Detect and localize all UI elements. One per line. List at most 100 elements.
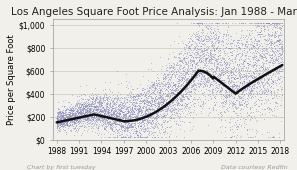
Point xyxy=(74,115,79,118)
Point xyxy=(202,54,206,57)
Point xyxy=(238,41,243,44)
Point xyxy=(253,129,258,132)
Point xyxy=(150,109,154,111)
Point xyxy=(54,126,59,129)
Point xyxy=(227,88,232,90)
Point xyxy=(94,107,99,110)
Point xyxy=(209,21,214,24)
Point xyxy=(197,59,202,62)
Point xyxy=(174,97,179,99)
Point xyxy=(135,136,140,139)
Point xyxy=(192,45,197,48)
Point xyxy=(198,54,203,56)
Point xyxy=(230,54,234,57)
Point xyxy=(184,70,189,73)
Point xyxy=(277,64,282,66)
Point xyxy=(220,101,225,104)
Point xyxy=(261,91,266,94)
Point xyxy=(105,122,110,125)
Point xyxy=(280,76,285,78)
Point xyxy=(171,106,176,109)
Point xyxy=(121,111,126,114)
Point xyxy=(139,109,144,112)
Point xyxy=(97,116,102,119)
Point xyxy=(88,113,93,115)
Point xyxy=(269,39,274,42)
Point xyxy=(84,97,89,100)
Point xyxy=(223,84,228,87)
Point xyxy=(88,117,92,120)
Point xyxy=(165,119,170,122)
Point xyxy=(117,111,121,114)
Point xyxy=(140,114,145,117)
Point xyxy=(125,110,130,113)
Point xyxy=(245,66,250,69)
Point xyxy=(117,112,122,115)
Point xyxy=(229,47,234,49)
Point xyxy=(222,91,227,93)
Point xyxy=(247,81,252,84)
Point xyxy=(247,79,252,82)
Point xyxy=(92,114,97,116)
Point xyxy=(187,67,192,70)
Point xyxy=(257,67,261,69)
Point xyxy=(177,86,182,89)
Point xyxy=(176,78,181,81)
Point xyxy=(190,59,195,62)
Point xyxy=(177,58,182,61)
Point xyxy=(188,90,192,92)
Point xyxy=(258,21,263,24)
Point xyxy=(271,136,276,139)
Point xyxy=(170,94,174,96)
Point xyxy=(82,117,87,120)
Point xyxy=(223,96,228,99)
Point xyxy=(130,120,135,123)
Point xyxy=(251,41,256,44)
Point xyxy=(197,85,201,88)
Point xyxy=(88,107,92,109)
Point xyxy=(217,75,222,77)
Point xyxy=(215,79,220,82)
Point xyxy=(276,33,281,36)
Point xyxy=(195,81,200,84)
Point xyxy=(179,79,184,81)
Point xyxy=(77,104,81,107)
Point xyxy=(70,107,75,110)
Point xyxy=(186,87,190,90)
Point xyxy=(277,84,282,87)
Point xyxy=(77,106,82,108)
Point xyxy=(189,55,194,58)
Point xyxy=(98,103,103,106)
Point xyxy=(79,107,83,110)
Point xyxy=(106,102,111,105)
Point xyxy=(204,56,208,59)
Point xyxy=(166,103,171,106)
Point xyxy=(157,86,161,89)
Point xyxy=(234,63,239,66)
Point xyxy=(258,54,263,57)
Point xyxy=(102,120,106,123)
Point xyxy=(259,81,264,83)
Point xyxy=(133,95,138,98)
Point xyxy=(124,118,129,121)
Point xyxy=(177,56,182,58)
Point xyxy=(141,136,146,139)
Point xyxy=(118,103,123,105)
Point xyxy=(110,101,114,104)
Point xyxy=(79,109,84,112)
Point xyxy=(165,104,170,106)
Point xyxy=(78,113,83,116)
Point xyxy=(68,117,73,119)
Point xyxy=(78,118,83,121)
Point xyxy=(256,40,260,43)
Point xyxy=(268,57,273,60)
Point xyxy=(222,84,227,87)
Point xyxy=(78,118,83,121)
Point xyxy=(86,98,90,101)
Point xyxy=(59,121,64,123)
Point xyxy=(183,63,188,66)
Point xyxy=(162,80,166,83)
Point xyxy=(242,72,247,75)
Point xyxy=(197,58,201,61)
Point xyxy=(230,85,235,88)
